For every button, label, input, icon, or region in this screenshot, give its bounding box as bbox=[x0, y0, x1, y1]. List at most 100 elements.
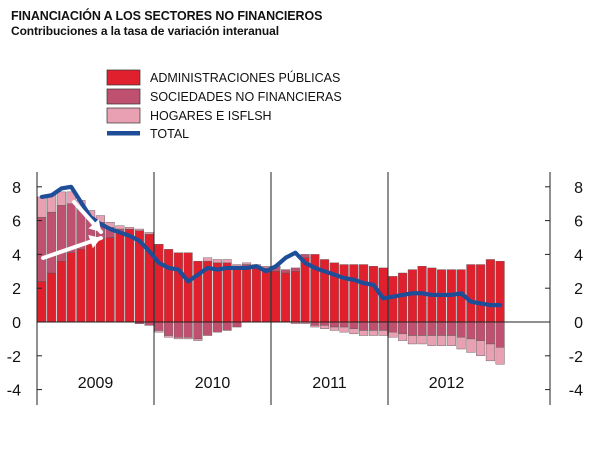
bar-segment-2-33 bbox=[359, 330, 369, 336]
bar-segment-0-3 bbox=[66, 252, 76, 323]
bar-segment-2-19 bbox=[222, 259, 232, 264]
legend-label-3: TOTAL bbox=[150, 127, 189, 141]
bar-segment-0-18 bbox=[212, 262, 222, 323]
bar-segment-1-45 bbox=[476, 321, 486, 341]
bar-segment-0-32 bbox=[349, 264, 359, 323]
total-line bbox=[39, 184, 503, 308]
bar-segment-2-9 bbox=[125, 227, 135, 230]
bar-segment-2-10 bbox=[134, 228, 144, 231]
bar-segment-2-15 bbox=[183, 337, 193, 340]
bar-segment-0-2 bbox=[56, 260, 66, 323]
bar-segment-0-15 bbox=[183, 252, 193, 323]
bar-segment-1-25 bbox=[281, 269, 291, 274]
bar-segment-0-13 bbox=[164, 249, 174, 323]
legend-swatch-total bbox=[107, 131, 140, 136]
bar-segment-1-38 bbox=[407, 321, 417, 336]
annotation-arrows bbox=[41, 200, 103, 260]
bar-segment-0-31 bbox=[339, 264, 349, 323]
bar-segment-1-16 bbox=[193, 321, 203, 340]
legend-swatch-2 bbox=[106, 107, 141, 124]
bar-segment-0-22 bbox=[251, 267, 261, 323]
bar-segment-0-6 bbox=[95, 238, 105, 323]
bar-segment-1-32 bbox=[349, 321, 359, 329]
bar-segment-2-45 bbox=[476, 340, 486, 356]
y-tick-right-8: 8 bbox=[574, 180, 583, 197]
y-tick-left--2: -2 bbox=[7, 349, 21, 366]
bar-segment-1-34 bbox=[368, 321, 378, 331]
bar-segment-2-16 bbox=[193, 338, 203, 341]
legend: ADMINISTRACIONES PÚBLICAS SOCIEDADES NO F… bbox=[106, 69, 342, 141]
bar-segment-1-40 bbox=[427, 321, 437, 336]
bar-segment-2-31 bbox=[339, 326, 349, 333]
plot-frame bbox=[36, 172, 551, 405]
legend-label-2: HOGARES E ISFLSH bbox=[150, 109, 272, 123]
bar-segment-1-12 bbox=[154, 321, 164, 331]
bar-segment-2-0 bbox=[37, 196, 47, 218]
bar-segment-0-46 bbox=[485, 259, 495, 323]
bar-segment-1-47 bbox=[495, 321, 505, 348]
bar-segment-0-4 bbox=[76, 249, 86, 323]
legend-label-0: ADMINISTRACIONES PÚBLICAS bbox=[150, 70, 340, 85]
bar-segment-1-18 bbox=[212, 321, 222, 333]
bar-segment-1-11 bbox=[144, 321, 154, 326]
arrow-lower bbox=[41, 234, 103, 260]
bar-segment-2-8 bbox=[115, 225, 125, 230]
bar-segment-0-34 bbox=[368, 266, 378, 323]
legend-label-1: SOCIEDADES NO FINANCIERAS bbox=[150, 90, 342, 104]
year-label-2009: 2009 bbox=[78, 375, 114, 392]
bar-segment-0-19 bbox=[222, 262, 232, 323]
bar-segment-2-12 bbox=[154, 330, 164, 333]
y-tick-left-4: 4 bbox=[12, 247, 21, 264]
bar-segment-1-42 bbox=[446, 321, 456, 336]
bar-segment-2-41 bbox=[437, 335, 447, 346]
y-tick-right-2: 2 bbox=[574, 281, 583, 298]
bar-segment-2-13 bbox=[164, 335, 174, 338]
bar-segment-1-28 bbox=[310, 321, 320, 326]
bar-segment-0-26 bbox=[290, 271, 300, 323]
bar-segment-2-32 bbox=[349, 328, 359, 335]
bar-segment-1-44 bbox=[466, 321, 476, 340]
bar-segment-2-39 bbox=[417, 335, 427, 345]
bar-segment-1-43 bbox=[456, 321, 466, 338]
bar-segment-1-15 bbox=[183, 321, 193, 338]
bar-segment-1-31 bbox=[339, 321, 349, 328]
bar-segment-1-37 bbox=[398, 321, 408, 335]
bar-segment-0-21 bbox=[242, 267, 252, 323]
y-tick-right--2: -2 bbox=[569, 349, 583, 366]
bar-segment-2-34 bbox=[368, 330, 378, 336]
bar-segment-0-47 bbox=[495, 260, 505, 323]
bar-segment-0-0 bbox=[37, 281, 47, 323]
bar-segment-2-47 bbox=[495, 347, 505, 365]
bar-segment-2-42 bbox=[446, 335, 456, 346]
year-label-2010: 2010 bbox=[195, 375, 231, 392]
year-label-2012: 2012 bbox=[429, 375, 465, 392]
bar-segment-1-17 bbox=[203, 321, 213, 336]
bar-segment-2-29 bbox=[320, 325, 330, 329]
bar-segment-0-25 bbox=[281, 272, 291, 323]
bar-segment-0-33 bbox=[359, 264, 369, 323]
bar-segment-2-40 bbox=[427, 335, 437, 346]
bar-segment-1-26 bbox=[290, 267, 300, 272]
bar-segment-1-19 bbox=[222, 321, 232, 331]
bar-segment-1-39 bbox=[417, 321, 427, 336]
y-tick-left-0: 0 bbox=[12, 315, 21, 332]
bar-segment-2-38 bbox=[407, 335, 417, 345]
y-tick-left-8: 8 bbox=[12, 180, 21, 197]
bar-segment-0-8 bbox=[115, 232, 125, 323]
bar-segment-0-14 bbox=[173, 252, 183, 323]
bar-segment-1-46 bbox=[485, 321, 495, 345]
year-label-2011: 2011 bbox=[312, 375, 347, 392]
chart-title: FINANCIACIÓN A LOS SECTORES NO FINANCIER… bbox=[11, 9, 323, 23]
bar-segment-0-7 bbox=[105, 237, 115, 323]
bar-segment-2-28 bbox=[310, 325, 320, 328]
bar-segment-1-0 bbox=[37, 217, 47, 282]
bar-segment-2-44 bbox=[466, 338, 476, 353]
y-tick-right-4: 4 bbox=[574, 247, 583, 264]
legend-swatch-1 bbox=[106, 88, 141, 105]
y-tick-right-0: 0 bbox=[574, 315, 583, 332]
legend-swatch-0 bbox=[106, 69, 141, 86]
bar-segment-2-14 bbox=[173, 337, 183, 340]
bar-segment-1-14 bbox=[173, 321, 183, 338]
y-tick-left-2: 2 bbox=[12, 281, 21, 298]
